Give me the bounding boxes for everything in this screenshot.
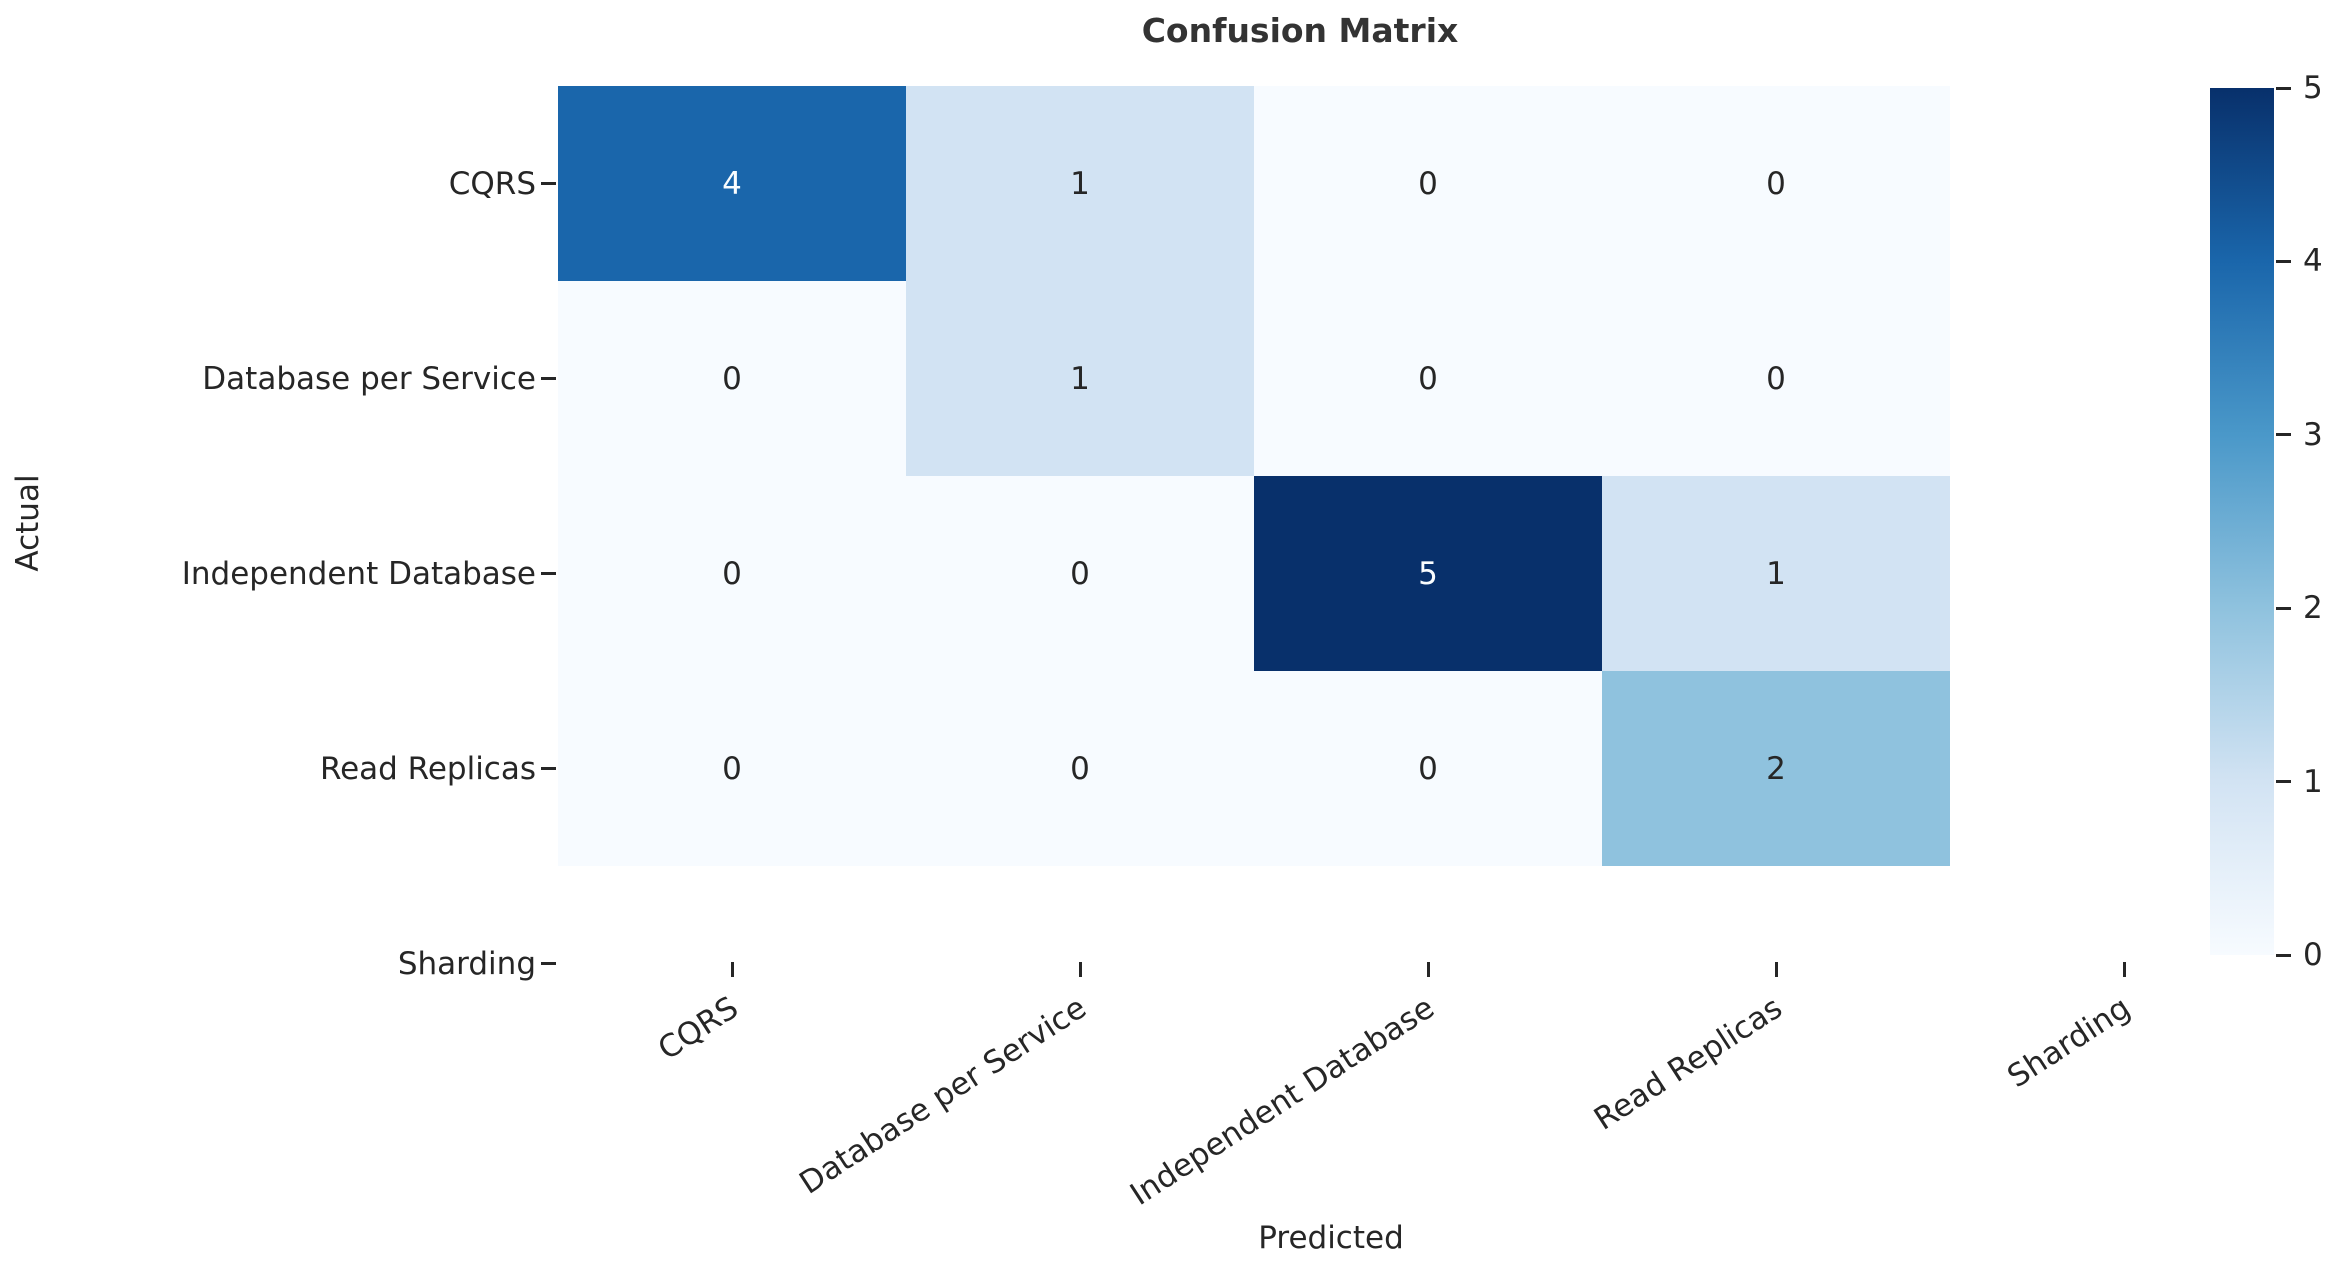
colorbar-tick-label: 2 — [2303, 590, 2323, 627]
x-tick-mark — [1426, 962, 1430, 977]
y-tick-label: Read Replicas — [319, 750, 536, 787]
heatmap-cell: 0 — [1254, 86, 1602, 281]
heatmap-cell: 0 — [1254, 671, 1602, 866]
x-tick-mark — [1774, 962, 1778, 977]
y-tick-label: CQRS — [448, 165, 536, 202]
x-tick-label: Database per Service — [793, 989, 1093, 1202]
heatmap-cell: 5 — [1254, 476, 1602, 671]
colorbar — [2210, 88, 2274, 955]
colorbar-tick-mark — [2276, 606, 2291, 610]
y-tick-label: Sharding — [397, 945, 536, 982]
colorbar-tick-mark — [2276, 780, 2291, 784]
y-tick-mark — [541, 962, 556, 965]
colorbar-tick-label: 3 — [2303, 416, 2323, 453]
y-tick-mark — [541, 767, 556, 770]
y-tick-label: Database per Service — [202, 360, 536, 397]
heatmap-cell: 4 — [558, 86, 906, 281]
heatmap-cell: 0 — [558, 281, 906, 476]
colorbar-tick-mark — [2276, 433, 2291, 437]
x-tick-mark — [2122, 962, 2126, 977]
y-tick-label: Independent Database — [181, 555, 536, 592]
colorbar-tick-label: 1 — [2303, 763, 2323, 800]
colorbar-tick-mark — [2276, 953, 2291, 957]
colorbar-tick-label: 0 — [2303, 937, 2323, 973]
heatmap-cell: 0 — [906, 476, 1254, 671]
chart-title: Confusion Matrix — [1141, 11, 1459, 50]
x-axis-label: Predicted — [1258, 1220, 1404, 1256]
heatmap-cell: 1 — [1602, 476, 1950, 671]
heatmap-cell: 0 — [906, 671, 1254, 866]
heatmap-cell: 0 — [1602, 86, 1950, 281]
colorbar-tick-label: 4 — [2303, 243, 2323, 280]
y-axis-label: Actual — [10, 474, 46, 572]
heatmap-cell: 0 — [1602, 281, 1950, 476]
colorbar-tick-mark — [2276, 86, 2291, 90]
heatmap-cell: 2 — [1602, 671, 1950, 866]
x-tick-mark — [1078, 962, 1082, 977]
heatmap-cell: 1 — [906, 86, 1254, 281]
heatmap-cell: 1 — [906, 281, 1254, 476]
x-tick-mark — [730, 962, 734, 977]
y-tick-mark — [541, 572, 556, 575]
colorbar-tick-mark — [2276, 259, 2291, 263]
heatmap-cell: 0 — [558, 671, 906, 866]
heatmap-cell: 0 — [1254, 281, 1602, 476]
x-tick-label: Read Replicas — [1587, 989, 1789, 1138]
y-tick-mark — [541, 377, 556, 380]
x-tick-label: CQRS — [651, 989, 745, 1068]
colorbar-tick-label: 5 — [2303, 70, 2323, 106]
x-tick-label: Sharding — [2001, 989, 2137, 1096]
y-tick-mark — [541, 182, 556, 185]
heatmap-cell: 0 — [558, 476, 906, 671]
